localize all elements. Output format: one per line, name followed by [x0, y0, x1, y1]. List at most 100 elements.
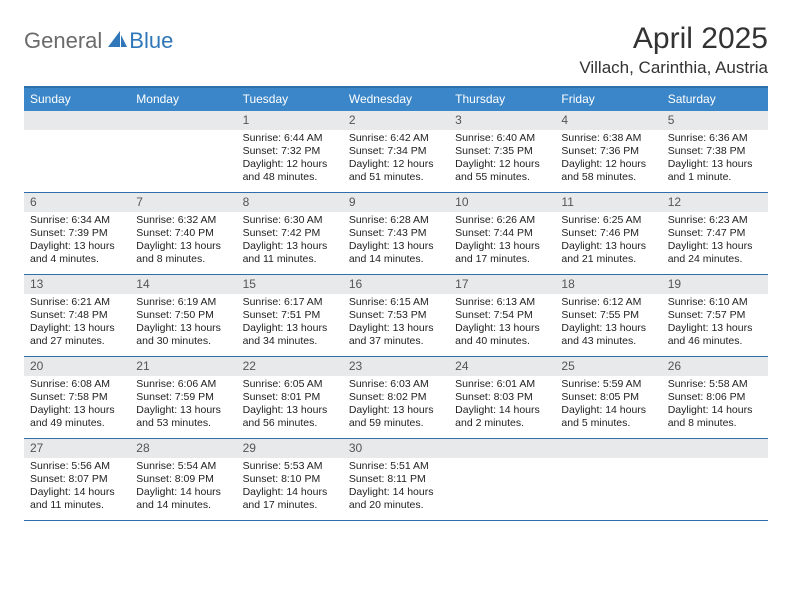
day-details: Sunrise: 6:08 AMSunset: 7:58 PMDaylight:… — [24, 376, 130, 435]
day-cell: 6Sunrise: 6:34 AMSunset: 7:39 PMDaylight… — [24, 193, 130, 274]
day-details: Sunrise: 6:06 AMSunset: 7:59 PMDaylight:… — [130, 376, 236, 435]
day-cell: 30Sunrise: 5:51 AMSunset: 8:11 PMDayligh… — [343, 439, 449, 520]
day-number: 22 — [237, 357, 343, 376]
day-number: 10 — [449, 193, 555, 212]
location-subtitle: Villach, Carinthia, Austria — [579, 58, 768, 78]
day-number: 16 — [343, 275, 449, 294]
day-number: 7 — [130, 193, 236, 212]
calendar-page: General Blue April 2025 Villach, Carinth… — [0, 0, 792, 521]
day-cell: 10Sunrise: 6:26 AMSunset: 7:44 PMDayligh… — [449, 193, 555, 274]
weeks-container: 1Sunrise: 6:44 AMSunset: 7:32 PMDaylight… — [24, 111, 768, 521]
day-number: 30 — [343, 439, 449, 458]
day-number: 24 — [449, 357, 555, 376]
week-row: 13Sunrise: 6:21 AMSunset: 7:48 PMDayligh… — [24, 275, 768, 357]
day-number: 9 — [343, 193, 449, 212]
day-number: 25 — [555, 357, 661, 376]
title-block: April 2025 Villach, Carinthia, Austria — [579, 22, 768, 78]
day-details: Sunrise: 6:34 AMSunset: 7:39 PMDaylight:… — [24, 212, 130, 271]
day-details: Sunrise: 6:23 AMSunset: 7:47 PMDaylight:… — [662, 212, 768, 271]
day-number: 14 — [130, 275, 236, 294]
logo-sail-icon — [106, 29, 128, 54]
empty-cell — [662, 439, 768, 520]
month-year-title: April 2025 — [579, 22, 768, 56]
day-cell: 2Sunrise: 6:42 AMSunset: 7:34 PMDaylight… — [343, 111, 449, 192]
day-number: 21 — [130, 357, 236, 376]
day-details: Sunrise: 6:05 AMSunset: 8:01 PMDaylight:… — [237, 376, 343, 435]
day-cell: 12Sunrise: 6:23 AMSunset: 7:47 PMDayligh… — [662, 193, 768, 274]
day-number: 26 — [662, 357, 768, 376]
day-number — [662, 439, 768, 458]
day-details: Sunrise: 6:13 AMSunset: 7:54 PMDaylight:… — [449, 294, 555, 353]
day-cell: 5Sunrise: 6:36 AMSunset: 7:38 PMDaylight… — [662, 111, 768, 192]
day-number: 23 — [343, 357, 449, 376]
header: General Blue April 2025 Villach, Carinth… — [24, 22, 768, 78]
day-details: Sunrise: 6:21 AMSunset: 7:48 PMDaylight:… — [24, 294, 130, 353]
logo: General Blue — [24, 28, 173, 54]
day-details: Sunrise: 6:36 AMSunset: 7:38 PMDaylight:… — [662, 130, 768, 189]
day-cell: 28Sunrise: 5:54 AMSunset: 8:09 PMDayligh… — [130, 439, 236, 520]
day-cell: 29Sunrise: 5:53 AMSunset: 8:10 PMDayligh… — [237, 439, 343, 520]
day-cell: 7Sunrise: 6:32 AMSunset: 7:40 PMDaylight… — [130, 193, 236, 274]
day-cell: 18Sunrise: 6:12 AMSunset: 7:55 PMDayligh… — [555, 275, 661, 356]
day-details: Sunrise: 5:56 AMSunset: 8:07 PMDaylight:… — [24, 458, 130, 517]
day-number: 1 — [237, 111, 343, 130]
day-cell: 19Sunrise: 6:10 AMSunset: 7:57 PMDayligh… — [662, 275, 768, 356]
logo-text-general: General — [24, 28, 102, 54]
day-cell: 25Sunrise: 5:59 AMSunset: 8:05 PMDayligh… — [555, 357, 661, 438]
day-details: Sunrise: 6:38 AMSunset: 7:36 PMDaylight:… — [555, 130, 661, 189]
empty-cell — [449, 439, 555, 520]
calendar-grid: SundayMondayTuesdayWednesdayThursdayFrid… — [24, 86, 768, 521]
day-cell: 11Sunrise: 6:25 AMSunset: 7:46 PMDayligh… — [555, 193, 661, 274]
day-number — [130, 111, 236, 130]
day-details: Sunrise: 5:53 AMSunset: 8:10 PMDaylight:… — [237, 458, 343, 517]
weekday-header: Wednesday — [343, 88, 449, 111]
day-number: 27 — [24, 439, 130, 458]
weekday-header: Thursday — [449, 88, 555, 111]
empty-cell — [24, 111, 130, 192]
day-details: Sunrise: 6:25 AMSunset: 7:46 PMDaylight:… — [555, 212, 661, 271]
day-cell: 13Sunrise: 6:21 AMSunset: 7:48 PMDayligh… — [24, 275, 130, 356]
day-details: Sunrise: 6:40 AMSunset: 7:35 PMDaylight:… — [449, 130, 555, 189]
day-number: 29 — [237, 439, 343, 458]
day-number: 5 — [662, 111, 768, 130]
day-cell: 21Sunrise: 6:06 AMSunset: 7:59 PMDayligh… — [130, 357, 236, 438]
day-details: Sunrise: 6:28 AMSunset: 7:43 PMDaylight:… — [343, 212, 449, 271]
week-row: 6Sunrise: 6:34 AMSunset: 7:39 PMDaylight… — [24, 193, 768, 275]
weekday-header: Sunday — [24, 88, 130, 111]
day-details: Sunrise: 5:51 AMSunset: 8:11 PMDaylight:… — [343, 458, 449, 517]
day-details: Sunrise: 6:03 AMSunset: 8:02 PMDaylight:… — [343, 376, 449, 435]
day-number: 4 — [555, 111, 661, 130]
day-cell: 16Sunrise: 6:15 AMSunset: 7:53 PMDayligh… — [343, 275, 449, 356]
day-cell: 1Sunrise: 6:44 AMSunset: 7:32 PMDaylight… — [237, 111, 343, 192]
day-cell: 9Sunrise: 6:28 AMSunset: 7:43 PMDaylight… — [343, 193, 449, 274]
day-number: 3 — [449, 111, 555, 130]
day-details: Sunrise: 6:17 AMSunset: 7:51 PMDaylight:… — [237, 294, 343, 353]
day-cell: 23Sunrise: 6:03 AMSunset: 8:02 PMDayligh… — [343, 357, 449, 438]
week-row: 27Sunrise: 5:56 AMSunset: 8:07 PMDayligh… — [24, 439, 768, 521]
day-details: Sunrise: 6:12 AMSunset: 7:55 PMDaylight:… — [555, 294, 661, 353]
weekday-header: Monday — [130, 88, 236, 111]
day-details: Sunrise: 6:42 AMSunset: 7:34 PMDaylight:… — [343, 130, 449, 189]
day-details: Sunrise: 6:10 AMSunset: 7:57 PMDaylight:… — [662, 294, 768, 353]
day-number: 18 — [555, 275, 661, 294]
day-cell: 3Sunrise: 6:40 AMSunset: 7:35 PMDaylight… — [449, 111, 555, 192]
day-cell: 22Sunrise: 6:05 AMSunset: 8:01 PMDayligh… — [237, 357, 343, 438]
day-cell: 20Sunrise: 6:08 AMSunset: 7:58 PMDayligh… — [24, 357, 130, 438]
day-number: 6 — [24, 193, 130, 212]
day-number: 19 — [662, 275, 768, 294]
day-number: 28 — [130, 439, 236, 458]
week-row: 20Sunrise: 6:08 AMSunset: 7:58 PMDayligh… — [24, 357, 768, 439]
weekday-header: Friday — [555, 88, 661, 111]
empty-cell — [130, 111, 236, 192]
day-number — [449, 439, 555, 458]
day-details: Sunrise: 5:59 AMSunset: 8:05 PMDaylight:… — [555, 376, 661, 435]
day-number: 11 — [555, 193, 661, 212]
day-cell: 8Sunrise: 6:30 AMSunset: 7:42 PMDaylight… — [237, 193, 343, 274]
day-cell: 14Sunrise: 6:19 AMSunset: 7:50 PMDayligh… — [130, 275, 236, 356]
day-details: Sunrise: 6:30 AMSunset: 7:42 PMDaylight:… — [237, 212, 343, 271]
day-cell: 24Sunrise: 6:01 AMSunset: 8:03 PMDayligh… — [449, 357, 555, 438]
day-cell: 17Sunrise: 6:13 AMSunset: 7:54 PMDayligh… — [449, 275, 555, 356]
day-details: Sunrise: 6:19 AMSunset: 7:50 PMDaylight:… — [130, 294, 236, 353]
empty-cell — [555, 439, 661, 520]
day-details: Sunrise: 6:01 AMSunset: 8:03 PMDaylight:… — [449, 376, 555, 435]
